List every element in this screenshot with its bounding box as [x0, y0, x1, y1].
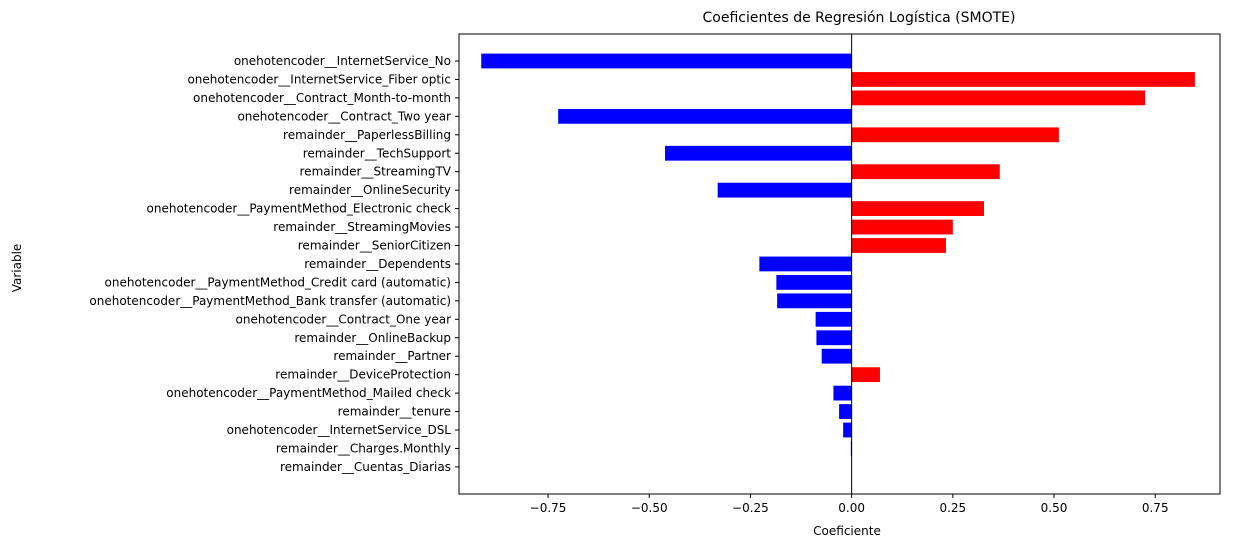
y-tick-label: onehotencoder__PaymentMethod_Electronic …: [147, 202, 452, 216]
bar-remainder-onlinebackup: [816, 330, 852, 346]
bar-onehotencoder-paymentmethod-mailed-check: [833, 385, 852, 401]
y-tick-label: onehotencoder__PaymentMethod_Mailed chec…: [166, 386, 451, 400]
y-tick-label: onehotencoder__PaymentMethod_Credit card…: [105, 275, 451, 289]
x-tick-label: 0.00: [838, 501, 865, 515]
y-tick-label: remainder__StreamingTV: [300, 165, 452, 179]
y-tick-label: onehotencoder__Contract_Two year: [237, 109, 451, 123]
y-tick-label: remainder__Cuentas_Diarias: [280, 460, 451, 474]
bar-onehotencoder-internetservice-no: [481, 53, 852, 69]
bar-onehotencoder-internetservice-dsl: [843, 422, 852, 438]
y-tick-label: remainder__OnlineBackup: [294, 331, 451, 345]
y-tick-label: onehotencoder__Contract_One year: [236, 312, 452, 326]
bar-remainder-streamingmovies: [851, 219, 953, 235]
bar-remainder-dependents: [759, 256, 852, 272]
bars-layer: [481, 53, 1195, 456]
y-tick-label: onehotencoder__InternetService_Fiber opt…: [187, 72, 451, 86]
x-tick-label: −0.75: [530, 501, 567, 515]
bar-onehotencoder-contract-two-year: [558, 108, 852, 124]
y-tick-label: remainder__Dependents: [304, 257, 451, 271]
x-tick-label: 0.50: [1041, 501, 1068, 515]
y-tick-label: remainder__tenure: [338, 405, 451, 419]
bar-onehotencoder-contract-month-to-month: [851, 90, 1146, 106]
y-tick-label: remainder__Partner: [333, 349, 451, 363]
bar-remainder-onlinesecurity: [717, 182, 852, 198]
y-tick-label: remainder__Charges.Monthly: [276, 441, 451, 455]
y-tick-label: remainder__SeniorCitizen: [298, 239, 451, 253]
bar-onehotencoder-internetservice-fiber-optic: [851, 72, 1195, 87]
y-tick-label: remainder__OnlineSecurity: [289, 183, 451, 197]
bar-remainder-streamingtv: [851, 164, 1000, 180]
bar-onehotencoder-paymentmethod-electronic-check: [851, 201, 985, 216]
bar-remainder-deviceprotection: [851, 367, 880, 383]
y-tick-label: onehotencoder__Contract_Month-to-month: [193, 91, 451, 105]
x-tick-label: −0.25: [732, 501, 769, 515]
y-tick-label: onehotencoder__InternetService_DSL: [227, 423, 452, 437]
x-tick-label: 0.25: [939, 501, 966, 515]
bar-remainder-tenure: [839, 404, 852, 419]
y-tick-label: remainder__StreamingMovies: [273, 220, 451, 234]
x-axis-label: Coeficiente: [813, 524, 881, 538]
bar-remainder-partner: [821, 348, 852, 364]
bar-remainder-seniorcitizen: [851, 238, 946, 253]
y-tick-label: onehotencoder__InternetService_No: [234, 54, 451, 68]
y-tick-label: remainder__DeviceProtection: [275, 368, 451, 382]
bar-remainder-paperlessbilling: [851, 127, 1059, 143]
x-axis-ticks: −0.75 −0.50 −0.25 0.00 0.25 0.50 0.75: [530, 494, 1169, 515]
bar-remainder-techsupport: [665, 145, 852, 161]
chart-title: Coeficientes de Regresión Logística (SMO…: [703, 10, 1016, 26]
bar-onehotencoder-paymentmethod-bank-transfer-automatic: [777, 293, 852, 309]
x-tick-label: 0.75: [1142, 501, 1169, 515]
bar-onehotencoder-contract-one-year: [815, 311, 852, 327]
bar-onehotencoder-paymentmethod-credit-card-automatic: [776, 275, 852, 290]
y-axis-label: Variable: [10, 244, 24, 293]
y-tick-label: remainder__TechSupport: [303, 146, 452, 160]
y-axis-ticks: onehotencoder__InternetService_Noonehote…: [89, 54, 459, 474]
x-tick-label: −0.50: [631, 501, 668, 515]
y-tick-label: onehotencoder__PaymentMethod_Bank transf…: [89, 294, 451, 308]
y-tick-label: remainder__PaperlessBilling: [283, 128, 451, 142]
